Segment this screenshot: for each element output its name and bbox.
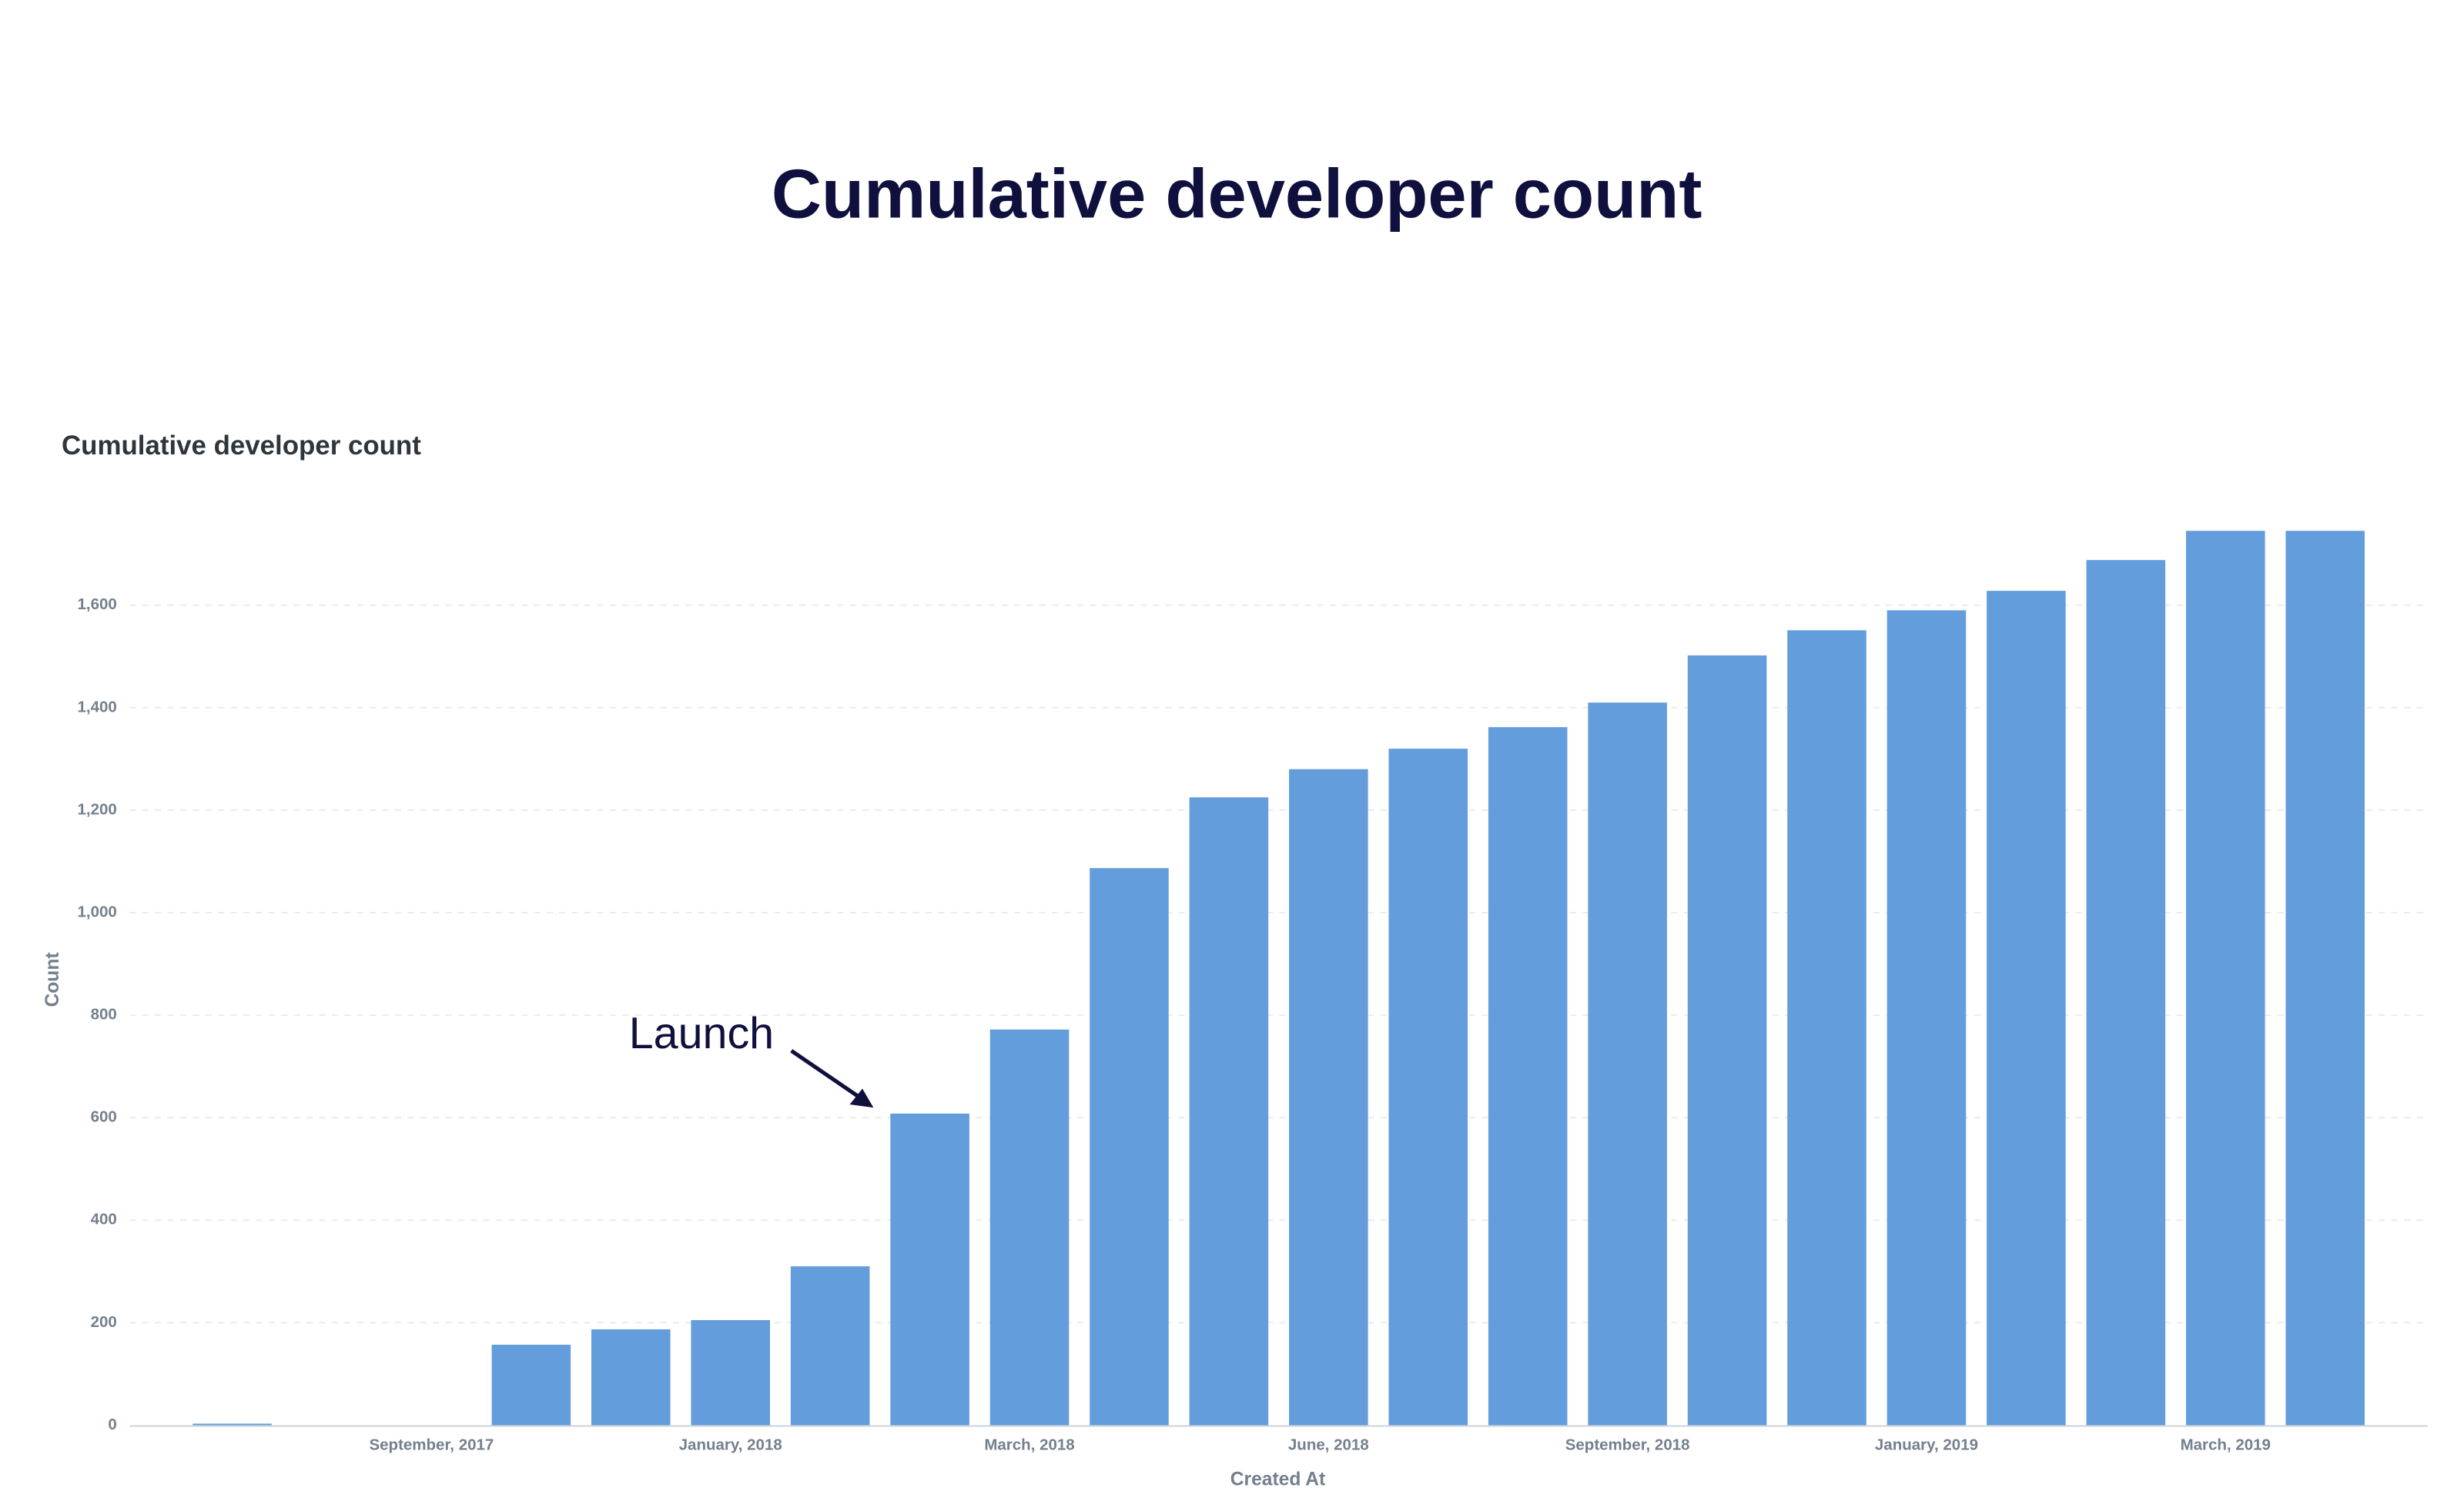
x-axis-label: Created At: [1230, 1470, 1326, 1490]
bar: [491, 1344, 571, 1426]
y-tick-label: 400: [91, 1211, 117, 1228]
annotation: Launch: [629, 1009, 774, 1058]
chart-title: Cumulative developer count: [62, 431, 421, 461]
x-tick-label: June, 2018: [1288, 1436, 1369, 1454]
bar: [2086, 560, 2166, 1426]
bar: [989, 1029, 1070, 1426]
bar: [1987, 591, 2066, 1426]
y-tick-label: 0: [108, 1416, 116, 1433]
x-tick-label: March, 2018: [984, 1436, 1074, 1454]
bar: [1289, 769, 1368, 1426]
y-tick-label: 800: [91, 1006, 117, 1024]
bar: [1787, 630, 1866, 1426]
x-tick-label: September, 2017: [369, 1436, 494, 1454]
bar: [1588, 702, 1667, 1426]
bar: [1687, 655, 1767, 1426]
x-tick-label: January, 2019: [1875, 1436, 1978, 1454]
bar: [1090, 868, 1169, 1426]
bar: [1886, 610, 1967, 1426]
y-tick-label: 1,600: [77, 595, 116, 613]
bar: [1189, 797, 1269, 1426]
bar: [691, 1320, 770, 1426]
bar: [192, 1423, 272, 1426]
x-tick-label: January, 2018: [679, 1436, 782, 1454]
bar: [1488, 727, 1568, 1426]
annotation-arrow: [790, 1049, 874, 1108]
page-title: Cumulative developer count: [772, 155, 1702, 233]
y-tick-label: 200: [91, 1313, 117, 1331]
y-tick-label: 600: [91, 1108, 117, 1126]
x-tick-label: March, 2019: [2181, 1436, 2271, 1454]
bar: [2285, 531, 2365, 1426]
bar: [2185, 531, 2265, 1426]
bar: [1388, 749, 1468, 1426]
x-tick-label: September, 2018: [1565, 1436, 1690, 1454]
y-tick-label: 1,000: [77, 903, 116, 920]
y-tick-label: 1,400: [77, 698, 116, 715]
bar: [591, 1329, 671, 1426]
y-tick-label: 1,200: [77, 800, 116, 818]
bar: [890, 1113, 969, 1426]
bar: [790, 1266, 870, 1426]
y-axis-label: Count: [42, 952, 63, 1007]
